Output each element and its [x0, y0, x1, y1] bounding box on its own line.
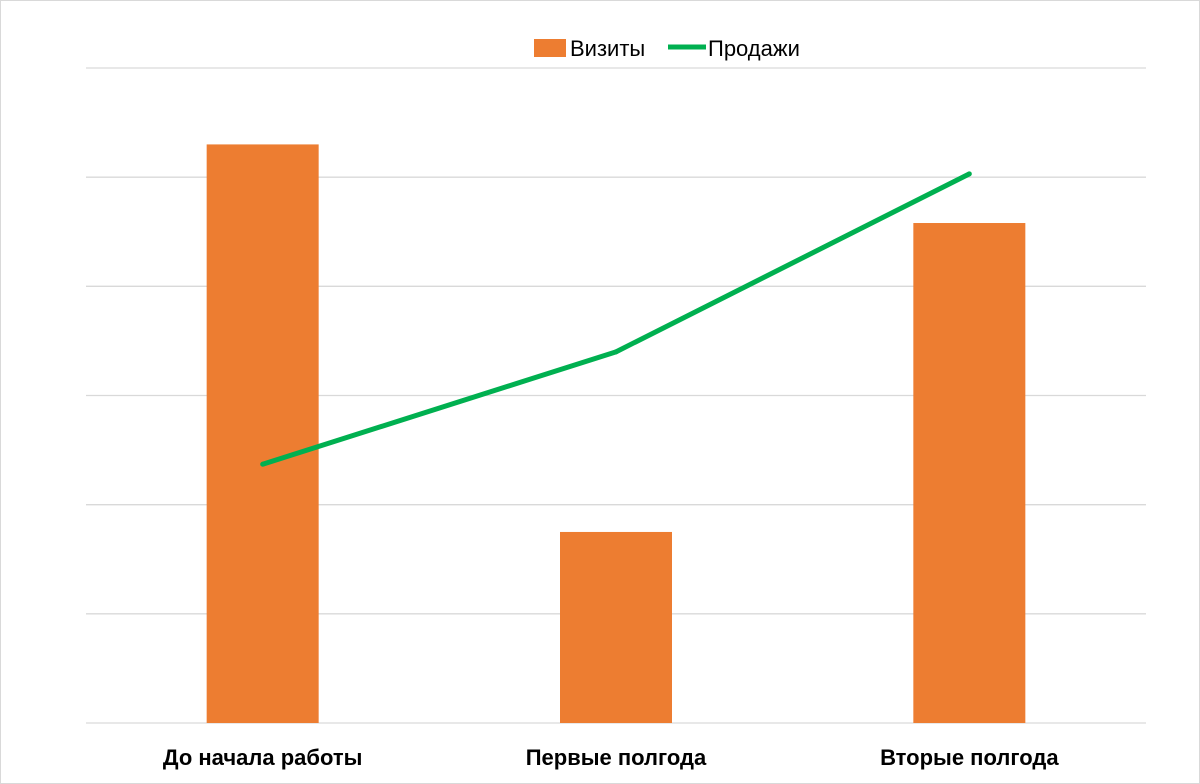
bar-visits: [206, 144, 319, 723]
category-label: Первые полгода: [526, 745, 707, 770]
line-series-sales: [260, 171, 972, 467]
point-sales: [966, 171, 972, 177]
legend-swatch-visits: [534, 39, 566, 57]
category-label: Вторые полгода: [880, 745, 1059, 770]
bar-series-visits: [206, 144, 1026, 723]
line-sales: [261, 171, 971, 467]
legend: Визиты Продажи: [534, 36, 800, 61]
bar-visits: [560, 531, 672, 723]
point-sales: [613, 349, 619, 355]
legend-label-sales: Продажи: [708, 36, 800, 61]
category-label: До начала работы: [163, 745, 363, 770]
category-axis-labels: До начала работы Первые полгода Вторые пол…: [163, 745, 1059, 770]
bar-visits: [913, 223, 1026, 723]
point-sales: [260, 461, 266, 467]
legend-label-visits: Визиты: [570, 36, 645, 61]
